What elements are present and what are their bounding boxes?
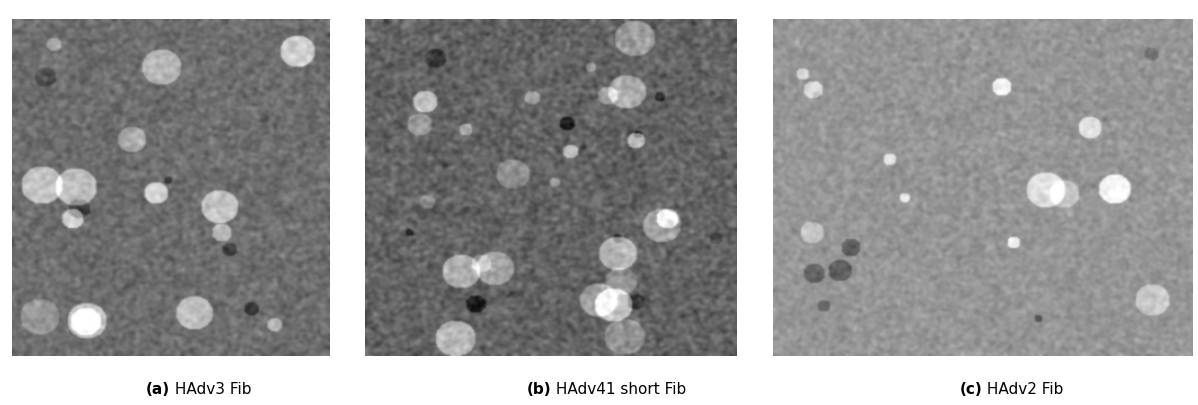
Text: (c): (c) [960, 382, 982, 396]
Text: (b): (b) [526, 382, 551, 396]
Text: (a): (a) [146, 382, 170, 396]
Text: HAdv2 Fib: HAdv2 Fib [982, 382, 1064, 396]
Text: HAdv3 Fib: HAdv3 Fib [170, 382, 252, 396]
Text: HAdv41 short Fib: HAdv41 short Fib [551, 382, 686, 396]
